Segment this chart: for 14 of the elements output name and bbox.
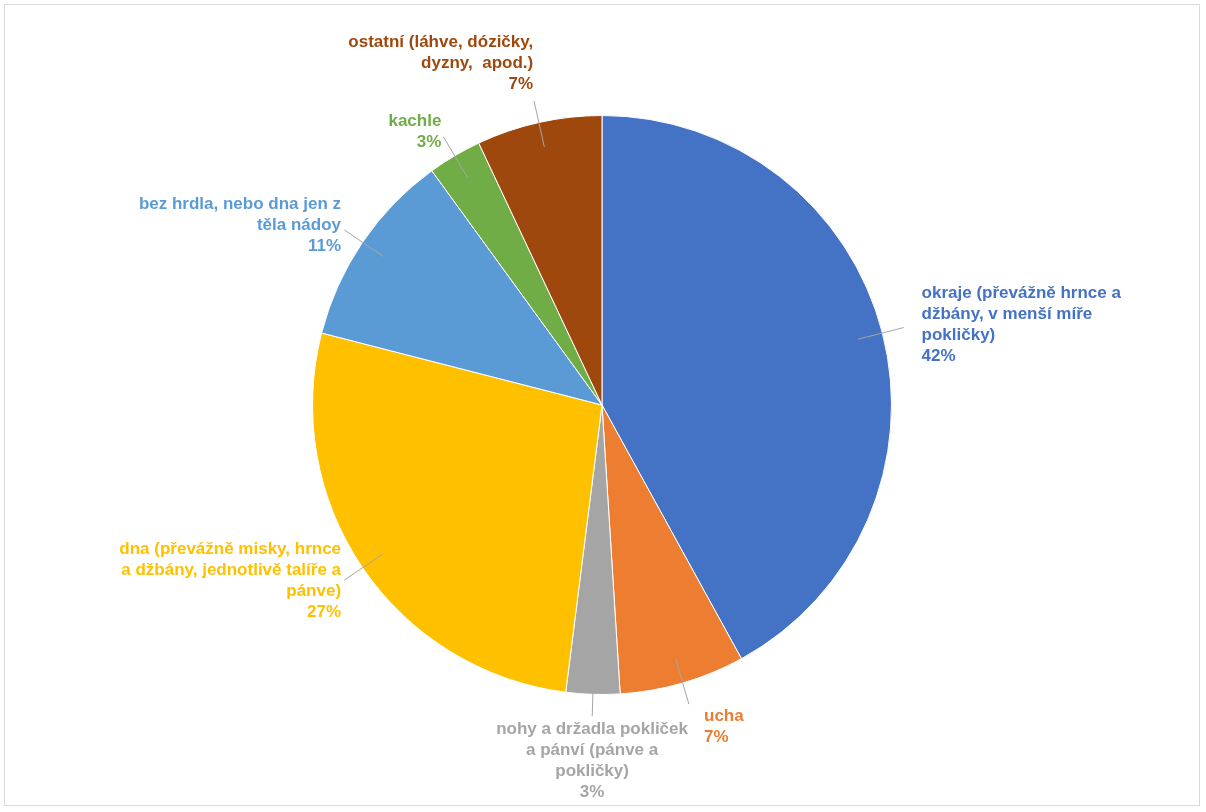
slice-label: ucha — [704, 706, 745, 726]
data-label: 3% — [579, 781, 605, 801]
data-label: 7% — [704, 727, 729, 747]
slice-label: okraje (převážně hrnce a džbány, v menší míře pokličky) — [921, 282, 1122, 344]
data-label: 27% — [307, 601, 342, 621]
slice-label: dna (převážně misky, hrnce a džbány, jednotlivě talíře a pánve) — [119, 538, 342, 600]
data-label: 11% — [307, 236, 342, 256]
data-label: 3% — [416, 131, 442, 151]
slice-label: nohy a držadla pokliček a pánví (pánve a pokličky) — [496, 718, 689, 780]
slice-label: ostatní (láhve, dózičky, dyzny, apod.) — [348, 32, 534, 73]
data-label: 42% — [921, 345, 956, 365]
data-label: 7% — [508, 74, 534, 94]
slice-label: kachle — [388, 110, 442, 130]
slice-label: bez hrdla, nebo dna jen z těla nádoy — [138, 194, 342, 235]
